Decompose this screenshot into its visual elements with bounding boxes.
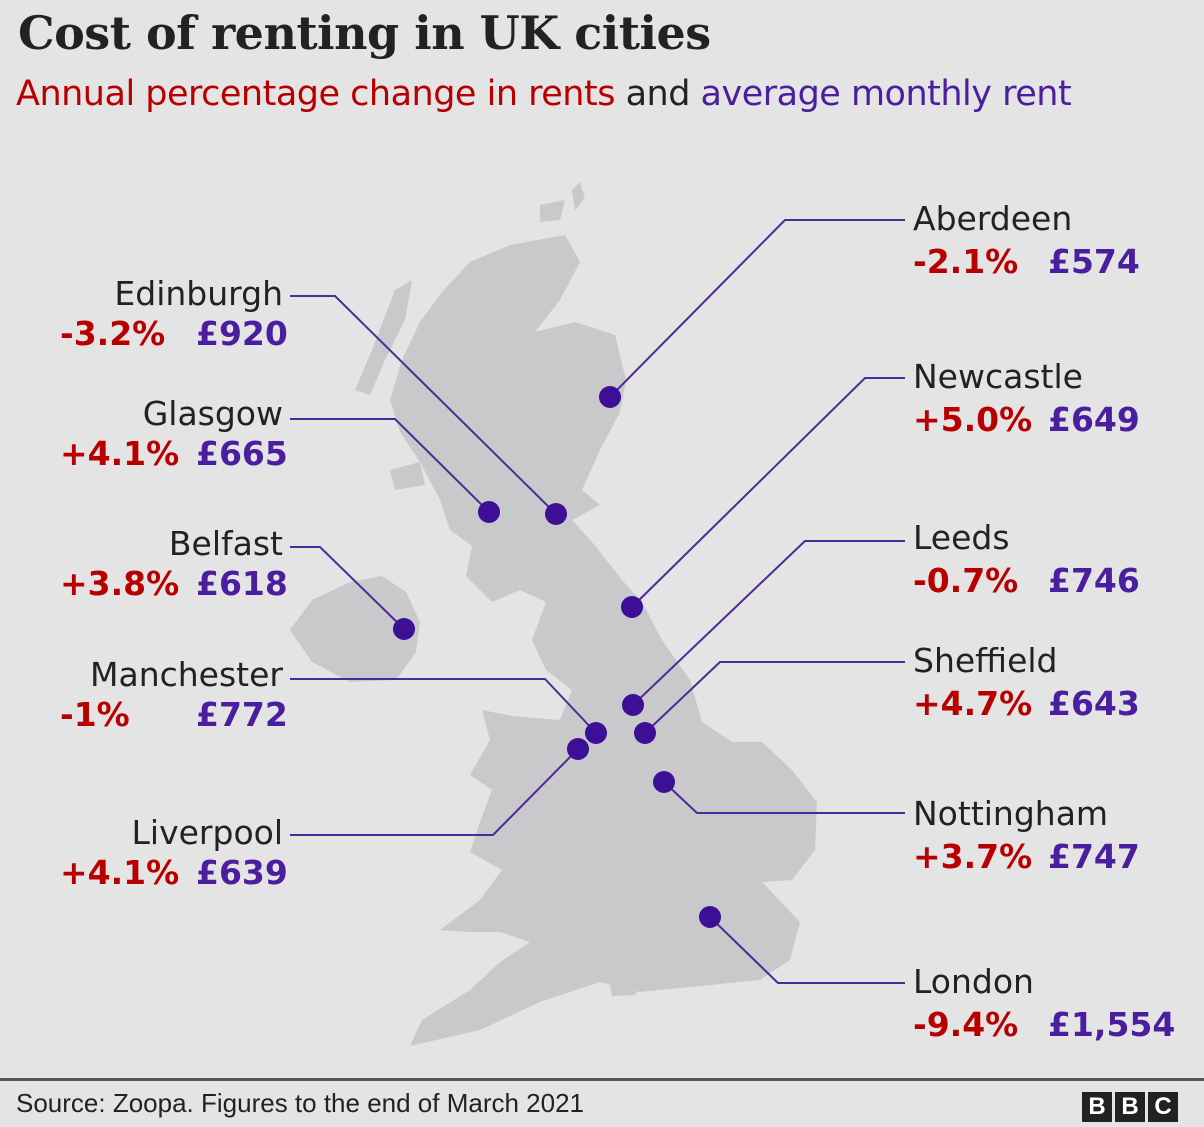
marker-manchester <box>585 722 607 744</box>
city-name-glasgow: Glasgow <box>142 394 283 433</box>
rent-change: +3.8% <box>60 564 180 603</box>
leader-line-leeds <box>632 540 905 706</box>
rent-change: +5.0% <box>913 400 1033 439</box>
monthly-rent: £618 <box>196 564 288 603</box>
mull <box>390 462 425 490</box>
city-name-leeds: Leeds <box>913 518 1010 557</box>
leader-line-newcastle <box>631 377 905 608</box>
leader-line-london <box>709 916 905 984</box>
source-note: Source: Zoopa. Figures to the end of Mar… <box>16 1088 585 1118</box>
rent-change: -1% <box>60 695 130 734</box>
rent-change: +3.7% <box>913 837 1033 876</box>
monthly-rent: £665 <box>196 434 288 473</box>
city-name-newcastle: Newcastle <box>913 357 1083 396</box>
city-name-manchester: Manchester <box>90 655 283 694</box>
leader-line-aberdeen <box>609 219 905 398</box>
monthly-rent: £643 <box>1048 684 1140 723</box>
subtitle-change: Annual percentage change in rents <box>16 74 615 114</box>
orkney <box>540 200 565 222</box>
rent-change: +4.1% <box>60 434 180 473</box>
city-name-london: London <box>913 962 1034 1001</box>
monthly-rent: £574 <box>1048 242 1140 281</box>
leader-line-manchester <box>290 678 597 734</box>
rent-change: -0.7% <box>913 561 1019 600</box>
isle-of-wight <box>610 982 640 996</box>
city-name-liverpool: Liverpool <box>131 813 283 852</box>
marker-edinburgh <box>545 503 567 525</box>
monthly-rent: £746 <box>1048 561 1140 600</box>
chart-subtitle: Annual percentage change in rents and av… <box>16 74 1072 114</box>
rent-change: -3.2% <box>60 314 166 353</box>
marker-glasgow <box>478 501 500 523</box>
marker-sheffield <box>634 722 656 744</box>
monthly-rent: £1,554 <box>1048 1005 1176 1044</box>
city-name-belfast: Belfast <box>168 524 283 563</box>
rent-change: -2.1% <box>913 242 1019 281</box>
rent-change: +4.1% <box>60 853 180 892</box>
leader-line-belfast <box>290 546 405 630</box>
chart-title: Cost of renting in UK cities <box>18 6 711 60</box>
rent-change: +4.7% <box>913 684 1033 723</box>
city-name-aberdeen: Aberdeen <box>913 199 1073 238</box>
leader-lines <box>290 219 905 984</box>
city-name-edinburgh: Edinburgh <box>114 274 283 313</box>
leader-line-nottingham <box>663 781 905 814</box>
city-name-nottingham: Nottingham <box>913 794 1109 833</box>
leader-line-liverpool <box>290 748 579 836</box>
marker-leeds <box>622 694 644 716</box>
landmass <box>290 182 817 1046</box>
monthly-rent: £772 <box>196 695 288 734</box>
skye <box>405 395 430 430</box>
marker-newcastle <box>621 596 643 618</box>
leader-line-sheffield <box>644 661 905 734</box>
marker-nottingham <box>653 771 675 793</box>
leader-line-edinburgh <box>290 295 557 515</box>
monthly-rent: £920 <box>196 314 288 353</box>
marker-liverpool <box>567 738 589 760</box>
great-britain <box>390 235 817 1046</box>
marker-aberdeen <box>599 386 621 408</box>
city-name-sheffield: Sheffield <box>913 641 1058 680</box>
outer-hebrides <box>355 280 412 395</box>
northern-ireland <box>290 576 420 682</box>
marker-london <box>699 906 721 928</box>
monthly-rent: £747 <box>1048 837 1140 876</box>
monthly-rent: £639 <box>196 853 288 892</box>
marker-belfast <box>393 618 415 640</box>
city-markers <box>393 386 721 928</box>
subtitle-and: and <box>614 74 701 114</box>
shetland <box>572 182 585 210</box>
rent-change: -9.4% <box>913 1005 1019 1044</box>
monthly-rent: £649 <box>1048 400 1140 439</box>
leader-line-glasgow <box>290 418 490 513</box>
subtitle-rent: average monthly rent <box>700 74 1072 114</box>
footer-divider <box>0 1078 1204 1081</box>
